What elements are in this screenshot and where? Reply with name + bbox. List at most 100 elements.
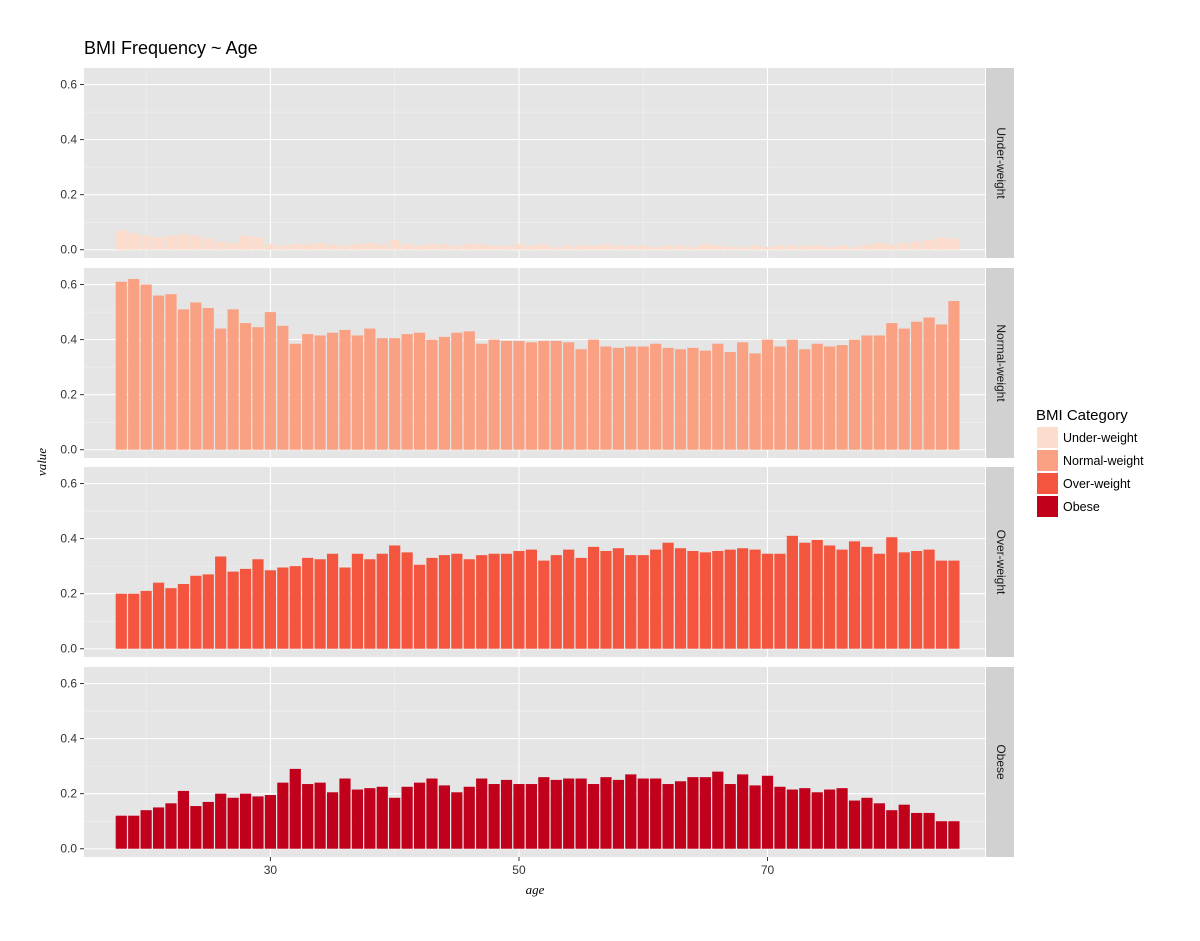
- bar-over-weight-age-77: [848, 541, 861, 649]
- bar-under-weight-age-28: [239, 235, 252, 250]
- y-tick-label: 0.2: [60, 587, 77, 601]
- bar-over-weight-age-60: [637, 555, 649, 649]
- bar-over-weight-age-41: [401, 552, 413, 649]
- bar-normal-weight-age-33: [302, 334, 314, 450]
- bar-over-weight-age-78: [861, 546, 873, 649]
- y-tick-label: 0.0: [60, 243, 77, 257]
- bar-over-weight-age-53: [550, 555, 562, 649]
- bar-under-weight-age-70: [761, 246, 774, 250]
- bar-normal-weight-age-31: [277, 325, 289, 450]
- bar-over-weight-age-65: [699, 552, 711, 649]
- bar-obese-age-62: [662, 784, 674, 849]
- bar-under-weight-age-77: [848, 246, 861, 250]
- facet-strip: [986, 667, 1014, 857]
- bar-normal-weight-age-22: [165, 294, 177, 450]
- bar-normal-weight-age-81: [898, 328, 910, 450]
- bar-obese-age-52: [538, 777, 550, 849]
- bar-over-weight-age-32: [289, 566, 301, 649]
- bar-obese-age-26: [215, 793, 227, 849]
- facet-panels: 0.0 0.2 0.4 0.6 Under-weight 0.0 0.2 0.4 0.6 Norm…: [60, 68, 1014, 857]
- bar-over-weight-age-34: [314, 559, 326, 649]
- facet-panel-normal-weight: 0.0 0.2 0.4 0.6 Normal-weight: [60, 268, 1014, 458]
- legend-label-under-weight: Under-weight: [1063, 431, 1138, 445]
- bar-under-weight-age-48: [488, 245, 500, 250]
- y-tick-label: 0.2: [60, 188, 77, 202]
- bar-normal-weight-age-66: [712, 343, 724, 450]
- bar-obese-age-79: [873, 803, 885, 849]
- bar-over-weight-age-29: [252, 559, 264, 649]
- bar-obese-age-82: [911, 812, 923, 849]
- bar-obese-age-50: [513, 784, 525, 849]
- bar-normal-weight-age-18: [115, 281, 127, 450]
- bar-under-weight-age-24: [190, 235, 202, 250]
- bar-obese-age-45: [451, 792, 463, 849]
- legend: BMI Category Under-weight Normal-weight Ov…: [1036, 407, 1144, 517]
- y-tick-label: 0.2: [60, 388, 77, 402]
- bar-under-weight-age-50: [513, 244, 525, 250]
- bar-over-weight-age-44: [438, 555, 450, 649]
- bar-under-weight-age-37: [351, 244, 363, 250]
- bar-obese-age-75: [824, 789, 836, 849]
- bar-over-weight-age-26: [215, 556, 227, 649]
- bar-obese-age-47: [476, 778, 488, 849]
- bar-over-weight-age-64: [687, 550, 699, 649]
- bar-over-weight-age-70: [761, 553, 774, 649]
- bar-obese-age-20: [140, 810, 152, 849]
- x-axis: 30 50 70: [264, 857, 775, 877]
- bar-under-weight-age-53: [550, 246, 562, 250]
- bar-under-weight-age-21: [152, 237, 165, 250]
- bar-obese-age-40: [389, 797, 401, 849]
- bar-under-weight-age-73: [799, 245, 811, 250]
- bar-obese-age-23: [177, 790, 190, 849]
- bar-over-weight-age-85: [948, 560, 960, 649]
- bar-normal-weight-age-39: [376, 338, 388, 450]
- bar-under-weight-age-34: [314, 242, 326, 250]
- bar-obese-age-59: [625, 774, 637, 849]
- facet-strip-label: Obese: [994, 744, 1008, 780]
- legend-label-over-weight: Over-weight: [1063, 477, 1131, 491]
- bar-over-weight-age-31: [277, 567, 289, 649]
- bar-under-weight-age-19: [128, 233, 140, 250]
- bar-over-weight-age-47: [476, 555, 488, 649]
- bar-obese-age-24: [190, 806, 202, 849]
- bar-normal-weight-age-53: [550, 340, 562, 450]
- bar-under-weight-age-52: [538, 244, 550, 250]
- bar-normal-weight-age-25: [202, 307, 214, 450]
- bar-over-weight-age-45: [451, 553, 463, 649]
- bar-normal-weight-age-44: [438, 336, 450, 450]
- facet-strip: [986, 467, 1014, 657]
- bar-obese-age-60: [637, 778, 649, 849]
- bar-normal-weight-age-69: [749, 353, 761, 450]
- bar-under-weight-age-18: [115, 230, 127, 250]
- bar-obese-age-73: [799, 788, 811, 849]
- bar-over-weight-age-62: [662, 542, 674, 649]
- bar-obese-age-35: [326, 792, 339, 849]
- bar-normal-weight-age-65: [699, 350, 711, 450]
- bar-normal-weight-age-19: [128, 279, 140, 450]
- bar-obese-age-81: [898, 804, 910, 849]
- bar-over-weight-age-82: [911, 550, 923, 649]
- bar-over-weight-age-72: [786, 535, 798, 649]
- bar-under-weight-age-23: [177, 234, 190, 250]
- chart-title: BMI Frequency ~ Age: [84, 38, 258, 58]
- y-tick-label: 0.4: [60, 333, 77, 347]
- bar-over-weight-age-42: [413, 564, 426, 649]
- bar-under-weight-age-76: [836, 245, 848, 250]
- bar-normal-weight-age-63: [674, 349, 687, 450]
- bar-under-weight-age-63: [674, 245, 687, 250]
- bar-normal-weight-age-79: [873, 335, 885, 450]
- bar-over-weight-age-61: [650, 549, 662, 649]
- bar-over-weight-age-68: [737, 548, 749, 649]
- bar-under-weight-age-55: [575, 245, 587, 250]
- bar-obese-age-64: [687, 777, 699, 849]
- bar-obese-age-39: [376, 786, 388, 849]
- bar-normal-weight-age-29: [252, 327, 264, 450]
- bar-over-weight-age-79: [873, 553, 885, 649]
- bar-under-weight-age-56: [587, 245, 600, 250]
- bar-normal-weight-age-27: [227, 309, 239, 450]
- bar-normal-weight-age-56: [587, 339, 600, 450]
- bar-normal-weight-age-38: [364, 328, 376, 450]
- bar-over-weight-age-21: [152, 582, 165, 649]
- bar-under-weight-age-74: [811, 245, 823, 250]
- bar-over-weight-age-67: [724, 549, 736, 649]
